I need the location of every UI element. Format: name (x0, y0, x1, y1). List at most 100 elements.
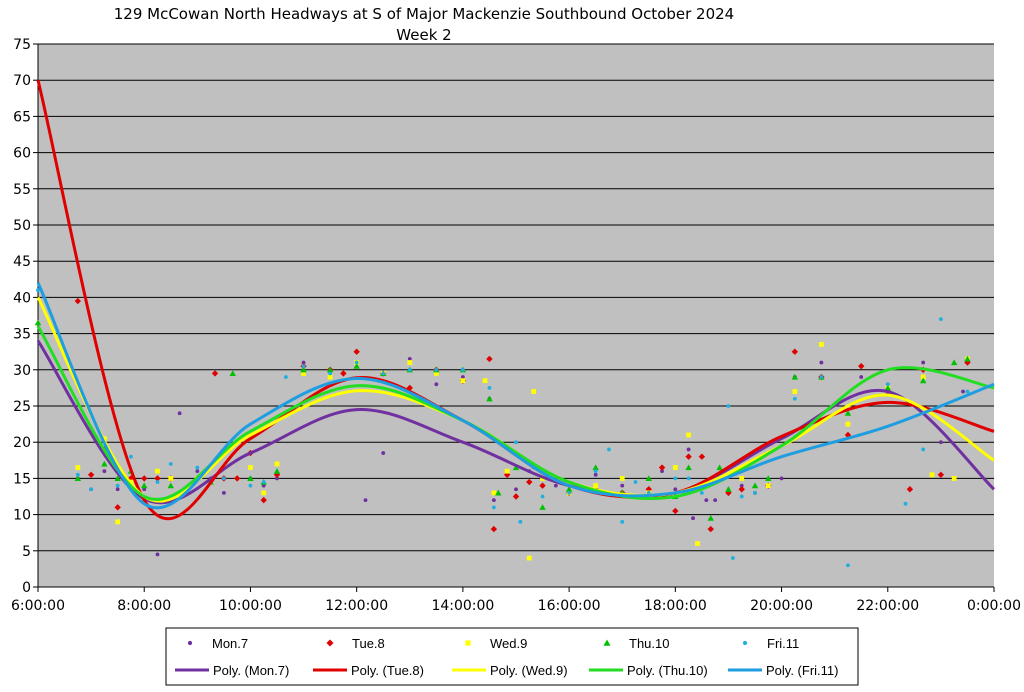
point-thu-10 (273, 467, 281, 474)
legend-label: Poly. (Mon.7) (213, 663, 289, 678)
point-mon-7 (593, 472, 598, 477)
legend: Mon.7 Tue.8 Wed.9 Thu.10 Fri.11 Poly. (Mon.7)… (165, 627, 859, 686)
point-mon-7 (514, 487, 518, 492)
point-fri-11 (261, 480, 266, 484)
point-fri-11 (168, 462, 173, 466)
point-mon-7 (739, 483, 744, 488)
point-mon-7 (261, 483, 266, 488)
point-fri-11 (89, 487, 94, 492)
point-mon-7 (460, 375, 465, 379)
point-fri-11 (846, 563, 850, 568)
point-fri-11 (518, 519, 523, 524)
y-tick-label: 60 (13, 146, 31, 162)
legend-label: Wed.9 (490, 636, 527, 651)
point-mon-7 (921, 360, 926, 365)
point-mon-7 (363, 498, 368, 503)
legend-marker (326, 639, 334, 647)
point-tue-8 (906, 486, 914, 493)
point-fri-11 (540, 494, 545, 499)
x-axis-ticks: 6:00:00 8:00:00 10:00:00 12:00:00 14:00:00 16… (11, 587, 1021, 614)
point-thu-10 (495, 489, 502, 496)
point-mon-7 (221, 490, 226, 495)
point-fri-11 (921, 447, 926, 452)
point-tue-8 (141, 475, 148, 482)
point-fri-11 (938, 317, 943, 322)
legend-marker (603, 639, 611, 646)
point-wed-9 (168, 476, 174, 481)
point-fri-11 (607, 447, 611, 452)
plot-area (38, 44, 994, 587)
point-wed-9 (261, 490, 267, 496)
legend-label: Poly. (Thu.10) (627, 663, 708, 678)
point-thu-10 (791, 373, 799, 380)
point-wed-9 (845, 421, 851, 427)
y-tick-label: 70 (13, 73, 31, 89)
point-thu-10 (74, 475, 82, 481)
gridlines (38, 43, 994, 552)
point-tue-8 (685, 453, 692, 460)
point-wed-9 (115, 519, 121, 525)
y-axis-ticks: 0 5 10 15 20 25 30 35 40 45 50 55 60 65 70 75 (13, 37, 38, 596)
point-fri-11 (726, 404, 731, 408)
point-mon-7 (819, 360, 824, 365)
x-tick-label: 6:00:00 (11, 598, 65, 614)
point-thu-10 (326, 366, 334, 373)
point-fri-11 (283, 375, 288, 379)
point-fri-11 (686, 476, 691, 481)
point-fri-11 (155, 480, 160, 484)
legend-label: Poly. (Tue.8) (351, 663, 424, 678)
point-fri-11 (328, 371, 333, 376)
point-mon-7 (155, 552, 160, 557)
x-tick-label: 10:00:00 (219, 598, 282, 614)
data-points (34, 288, 971, 568)
point-wed-9 (155, 468, 160, 474)
y-tick-label: 45 (13, 254, 31, 270)
point-wed-9 (739, 476, 745, 481)
point-mon-7 (660, 469, 664, 474)
point-thu-10 (685, 464, 692, 471)
point-thu-10 (353, 362, 360, 369)
point-thu-10 (141, 482, 148, 489)
point-thu-10 (300, 366, 307, 373)
point-thu-10 (167, 482, 174, 489)
legend-label: Poly. (Wed.9) (490, 663, 568, 678)
point-wed-9 (460, 378, 466, 384)
point-thu-10 (101, 460, 108, 467)
point-tue-8 (658, 464, 666, 471)
point-fri-11 (195, 465, 200, 470)
y-tick-label: 0 (22, 580, 31, 596)
point-fri-11 (129, 454, 133, 459)
point-tue-8 (526, 478, 533, 486)
point-wed-9 (920, 374, 926, 380)
point-fri-11 (620, 519, 625, 524)
point-thu-10 (539, 504, 546, 510)
point-fri-11 (301, 364, 306, 369)
y-tick-label: 5 (22, 544, 31, 560)
point-mon-7 (491, 498, 496, 503)
point-fri-11 (739, 494, 744, 499)
point-tue-8 (858, 362, 865, 370)
point-thu-10 (229, 370, 236, 376)
x-tick-label: 20:00:00 (750, 598, 813, 614)
point-fri-11 (593, 469, 598, 474)
legend-label: Thu.10 (629, 636, 669, 651)
point-thu-10 (919, 377, 927, 384)
point-mon-7 (859, 375, 864, 379)
point-tue-8 (154, 475, 161, 482)
point-mon-7 (102, 469, 107, 474)
point-fri-11 (633, 480, 638, 484)
point-wed-9 (672, 465, 678, 470)
point-wed-9 (433, 371, 439, 376)
point-fri-11 (792, 396, 797, 401)
y-tick-label: 65 (13, 109, 31, 125)
point-wed-9 (792, 389, 798, 394)
point-wed-9 (531, 389, 537, 394)
x-tick-label: 0:00:00 (967, 598, 1021, 614)
point-wed-9 (504, 468, 510, 474)
point-thu-10 (765, 475, 772, 481)
point-tue-8 (353, 348, 360, 355)
point-wed-9 (619, 476, 625, 481)
point-thu-10 (34, 319, 42, 326)
point-thu-10 (884, 384, 891, 391)
point-fri-11 (819, 375, 824, 379)
